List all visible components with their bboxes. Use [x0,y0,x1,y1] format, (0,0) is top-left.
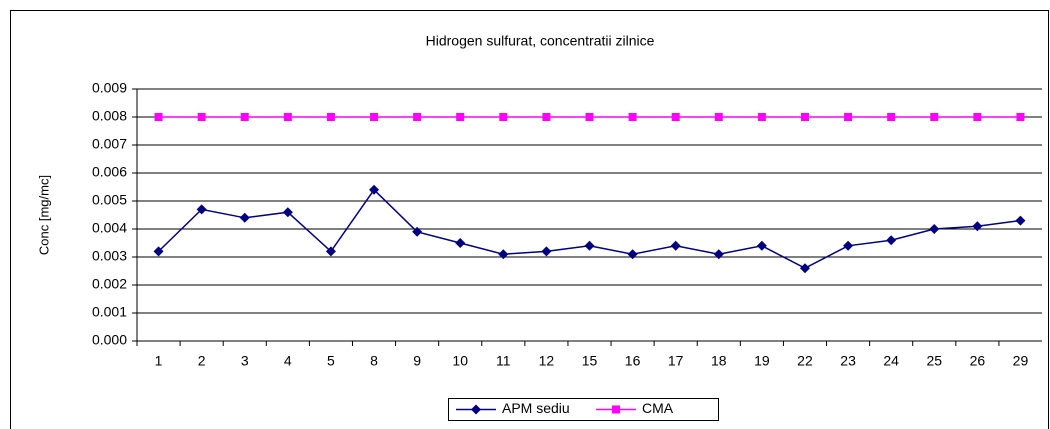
x-tick-label: 11 [496,353,511,369]
legend-label: APM sediu [502,400,570,416]
marker [930,113,939,121]
marker [282,207,293,218]
marker [541,246,552,257]
marker [584,240,595,251]
x-tick-label: 3 [241,353,249,369]
marker [1015,215,1026,226]
marker [471,404,481,415]
marker [887,113,896,121]
marker [972,221,983,232]
x-tick-label: 29 [1013,353,1029,369]
marker [456,113,465,121]
marker [671,113,680,121]
x-tick-label: 4 [284,353,292,369]
y-tick-label: 0.009 [92,80,127,96]
x-tick-label: 2 [198,353,206,369]
y-tick-label: 0.006 [92,164,127,180]
marker [844,113,853,121]
legend-box [448,398,719,421]
marker [196,204,207,215]
marker [412,226,423,237]
marker [499,113,508,121]
y-tick-label: 0.000 [92,332,127,348]
x-tick-label: 22 [797,353,813,369]
x-tick-label: 19 [754,353,770,369]
marker [370,113,379,121]
x-tick-label: 1 [155,353,163,369]
x-tick-label: 23 [840,353,856,369]
y-tick-label: 0.003 [92,248,127,264]
marker [627,249,638,260]
marker [886,235,897,246]
x-tick-label: 26 [970,353,986,369]
marker [756,240,767,251]
marker [585,113,594,121]
marker [153,246,164,257]
marker [714,113,723,121]
x-tick-label: 17 [668,353,684,369]
marker [612,405,620,414]
y-tick-label: 0.005 [92,192,127,208]
x-tick-label: 8 [370,353,378,369]
marker [154,113,163,121]
x-tick-label: 25 [926,353,942,369]
marker [197,113,206,121]
marker [542,113,551,121]
marker [799,263,810,274]
x-tick-label: 16 [625,353,641,369]
marker [455,238,466,248]
y-tick-label: 0.007 [92,136,127,152]
x-tick-label: 9 [413,353,421,369]
marker [713,249,724,260]
marker [757,113,766,121]
y-axis-label: Conc [mg/mc] [36,175,51,255]
marker [240,113,249,121]
marker [628,113,637,121]
marker [283,113,292,121]
marker [973,113,982,121]
y-tick-label: 0.001 [92,304,127,320]
x-tick-label: 10 [452,353,468,369]
y-tick-label: 0.002 [92,276,127,292]
chart-frame [10,10,1049,429]
x-tick-label: 5 [327,353,335,369]
x-tick-label: 15 [582,353,598,369]
marker [239,212,250,223]
marker [670,240,681,251]
marker [413,113,422,121]
marker [800,113,809,121]
marker [325,246,336,257]
marker [498,249,509,260]
marker [929,224,940,234]
marker [843,240,854,251]
x-tick-label: 24 [883,353,899,369]
marker [326,113,335,121]
x-tick-label: 18 [711,353,727,369]
marker [369,184,380,195]
x-tick-label: 12 [539,353,555,369]
marker [1016,113,1025,121]
chart-title: Hidrogen sulfurat, concentratii zilnice [426,33,655,49]
y-tick-label: 0.008 [92,108,127,124]
y-tick-label: 0.004 [92,220,127,236]
legend-label: CMA [642,400,674,416]
